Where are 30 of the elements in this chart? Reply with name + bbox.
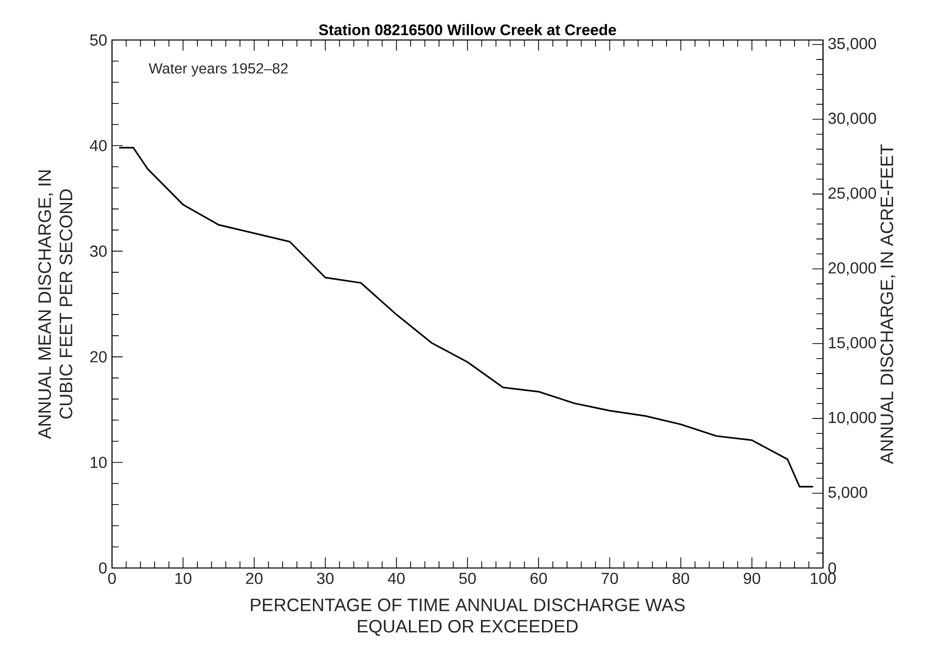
y2-tick-label: 20,000 [828, 262, 876, 276]
y2-tick-label: 15,000 [828, 337, 876, 350]
chart-title: Station 08216500 Willow Creek at Creede [318, 24, 616, 36]
annotation: Water years 1952–82 [148, 63, 288, 76]
y2-tick-label: 5,000 [828, 486, 868, 500]
y-tick-label: 10 [90, 456, 107, 468]
x-tick-label: 100 [810, 572, 836, 584]
x-tick-label: 90 [744, 572, 760, 584]
x-tick-label: 70 [602, 572, 618, 584]
y2-tick-label: 35,000 [828, 38, 876, 52]
x-tick-label: 30 [317, 572, 334, 584]
x-tick-label: 0 [108, 572, 116, 584]
x-tick-label: 50 [459, 572, 476, 584]
x-tick-label: 10 [175, 572, 192, 584]
y-axis-title: ANNUAL MEAN DISCHARGE, IN CUBIC FEET PER SECOND [38, 170, 72, 439]
y2-tick-label: 10,000 [828, 412, 876, 426]
y-tick-label: 20 [90, 351, 107, 362]
x-tick-label: 40 [388, 572, 405, 584]
y2-tick-label: 25,000 [828, 187, 876, 201]
y-tick-label: 0 [99, 562, 107, 574]
x-tick-label: 60 [530, 572, 547, 584]
y2-tick-label: 0 [828, 562, 836, 574]
y2-axis-title: ANNUAL DISCHARGE, IN ACRE-FEET [880, 144, 896, 464]
x-tick-label: 20 [246, 572, 262, 584]
x-axis-title: PERCENTAGE OF TIME ANNUAL DISCHARGE WAS EQUALED OR EXCEEDED [250, 598, 685, 636]
y-tick-label: 40 [90, 140, 107, 152]
x-tick-label: 80 [672, 572, 690, 584]
y-tick-label: 30 [90, 246, 107, 257]
y2-tick-label: 30,000 [828, 112, 876, 126]
y-tick-label: 50 [90, 34, 107, 46]
